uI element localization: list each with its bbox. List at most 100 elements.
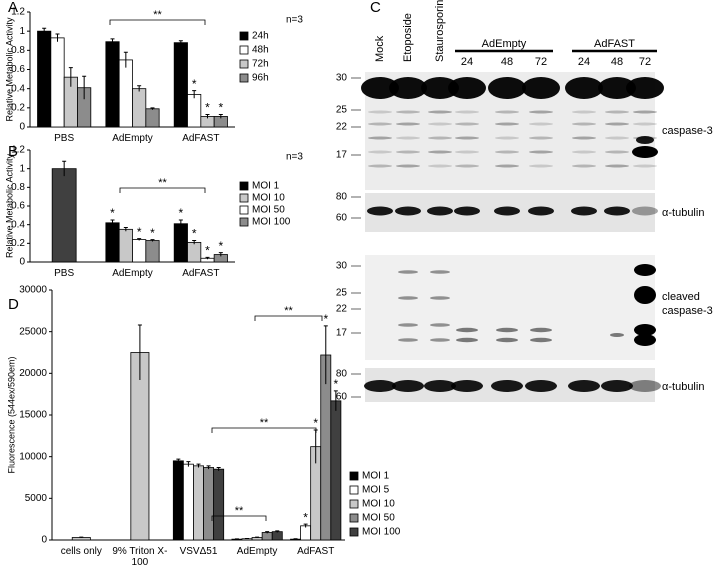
marker-label: 80 xyxy=(336,192,348,203)
blot-band xyxy=(601,380,633,392)
blot-band xyxy=(598,77,636,99)
legend-label: MOI 100 xyxy=(252,217,291,228)
y-tick-label: 1 xyxy=(19,163,25,174)
lane-label: 72 xyxy=(535,56,547,68)
error-bar xyxy=(42,27,47,35)
error-bar xyxy=(178,40,183,45)
y-tick-label: 25000 xyxy=(19,326,47,337)
significance-mark: * xyxy=(192,77,197,91)
error-bar xyxy=(293,538,298,540)
y-axis-label: Relative Metabolic Activity xyxy=(4,153,14,258)
lane-label: 48 xyxy=(611,56,623,68)
strip-label: caspase-3 xyxy=(662,125,713,137)
blot-band xyxy=(572,110,596,114)
error-bar xyxy=(205,256,210,260)
blot-band xyxy=(430,270,450,274)
marker-label: 17 xyxy=(336,150,348,161)
blot-band xyxy=(529,150,553,154)
blot-band xyxy=(396,122,420,126)
blot-band xyxy=(398,296,418,300)
group-label: AdEmpty xyxy=(482,38,527,50)
bar xyxy=(130,352,150,541)
bar xyxy=(330,400,342,541)
marker-label: 25 xyxy=(336,105,348,116)
blot-band xyxy=(572,136,596,140)
y-tick-label: 10000 xyxy=(19,451,47,462)
blot-band xyxy=(455,122,479,126)
legend-label: MOI 1 xyxy=(362,471,390,482)
legend-label: MOI 5 xyxy=(362,485,390,496)
bar xyxy=(105,222,120,263)
error-bar xyxy=(176,458,181,463)
legend-label: MOI 1 xyxy=(252,181,280,192)
blot-band xyxy=(454,206,480,216)
blot-band xyxy=(448,77,486,99)
error-bar xyxy=(137,238,142,241)
significance-mark: * xyxy=(323,312,328,326)
y-tick-label: 1.2 xyxy=(11,7,25,18)
blot-band xyxy=(572,150,596,154)
bracket-label: ** xyxy=(284,305,293,317)
blot-band xyxy=(488,77,526,99)
marker-label: 22 xyxy=(336,304,348,315)
bar xyxy=(193,465,204,541)
error-bar xyxy=(82,75,87,100)
blot-band xyxy=(424,380,456,392)
error-bar xyxy=(245,538,250,539)
legend-swatch xyxy=(239,59,249,69)
blot-band xyxy=(605,150,629,154)
blot-band xyxy=(368,122,392,126)
marker-label: 60 xyxy=(336,213,348,224)
blot-band xyxy=(626,77,664,99)
blot-band xyxy=(367,206,393,216)
legend-label: 96h xyxy=(252,73,269,84)
y-tick-label: 0 xyxy=(19,122,25,133)
error-bar xyxy=(323,325,328,385)
blot-band xyxy=(530,337,552,343)
bracket-label: ** xyxy=(260,417,269,429)
blot-band xyxy=(636,136,654,144)
blot-band xyxy=(629,380,661,392)
y-tick-label: 30000 xyxy=(19,285,47,296)
panel-label: B xyxy=(8,143,18,160)
blot-band xyxy=(568,380,600,392)
x-tick-label: PBS xyxy=(54,268,75,279)
blot-band xyxy=(396,164,420,168)
blot-band xyxy=(368,150,392,154)
legend-swatch xyxy=(239,217,249,227)
error-bar xyxy=(55,33,60,42)
legend-label: MOI 10 xyxy=(362,499,395,510)
bar xyxy=(50,37,65,128)
legend-swatch xyxy=(239,45,249,55)
error-bar xyxy=(192,240,197,245)
x-tick-label: PBS xyxy=(54,133,75,144)
error-bar xyxy=(275,530,280,533)
blot-strip xyxy=(365,255,655,360)
significance-mark: * xyxy=(110,206,115,220)
y-tick-label: 0.4 xyxy=(11,83,25,94)
x-tick-label: VSVΔ51 xyxy=(179,546,218,557)
x-tick-label: AdEmpty xyxy=(236,546,278,557)
blot-band xyxy=(530,327,552,333)
bracket-label: ** xyxy=(153,9,162,21)
blot-band xyxy=(634,286,656,304)
blot-band xyxy=(398,323,418,327)
bracket-label: ** xyxy=(235,505,244,517)
significance-bracket xyxy=(119,187,206,193)
blot-band xyxy=(634,334,656,346)
error-bar xyxy=(137,324,142,380)
significance-mark: * xyxy=(218,101,223,115)
bar xyxy=(187,94,202,128)
lane-label: 24 xyxy=(461,56,473,68)
blot-band xyxy=(456,327,478,333)
blot-band xyxy=(495,150,519,154)
y-tick-label: 0.8 xyxy=(11,45,25,56)
y-tick-label: 5000 xyxy=(25,493,48,504)
bar xyxy=(37,30,52,128)
blot-band xyxy=(395,206,421,216)
blot-band xyxy=(528,206,554,216)
strip-label: cleaved caspase-3 xyxy=(662,291,713,317)
error-bar xyxy=(216,467,221,471)
group-label: AdFAST xyxy=(594,38,635,50)
blot-band xyxy=(398,270,418,274)
